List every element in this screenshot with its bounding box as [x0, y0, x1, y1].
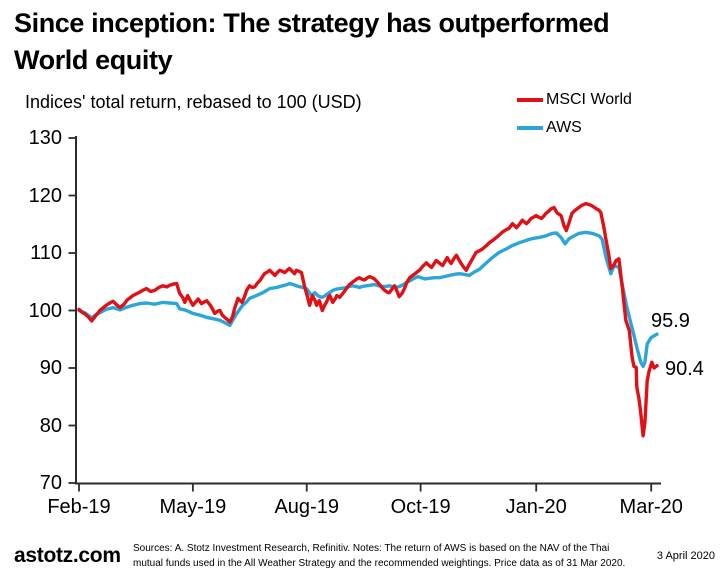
footer-sources-line-1: Sources: A. Stotz Investment Research, R… [133, 543, 610, 554]
page-title: Since inception: The strategy has outper… [14, 5, 720, 79]
x-axis-tick-label: Feb-19 [47, 496, 111, 518]
y-axis-tick-label: 110 [30, 242, 62, 264]
y-axis-tick-label: 120 [28, 184, 62, 207]
legend-label-aws: AWS [546, 119, 582, 136]
aws-line [77, 230, 659, 368]
chart-subtitle: Indices' total return, rebased to 100 (U… [25, 92, 362, 112]
x-axis-tick-label: Mar-20 [619, 496, 683, 518]
footer-date: 3 April 2020 [656, 550, 715, 562]
x-axis-tick-label: Jan-20 [505, 496, 567, 518]
y-axis-tick-label: 90 [39, 357, 62, 379]
msci-world-line-swatch-icon [517, 98, 543, 102]
page-title-line-1: Since inception: The strategy has outper… [14, 8, 610, 38]
msci-world-end-value-label: 90.4 [665, 358, 704, 380]
y-axis-tick-label: 100 [28, 299, 62, 322]
brand-logo: astotz.com [14, 544, 121, 567]
aws-line-swatch-icon [517, 126, 543, 130]
footer-sources-note: Sources: A. Stotz Investment Research, R… [133, 542, 673, 571]
legend-label-msci-world: MSCI World [546, 91, 632, 108]
legend-item-aws: AWS [517, 118, 582, 138]
footer-sources-line-2: mutual funds used in the All Weather Str… [133, 557, 626, 569]
y-axis-tick-label: 130 [28, 127, 62, 149]
x-axis-tick-label: May-19 [159, 496, 227, 518]
x-axis-tick-label: Aug-19 [274, 496, 339, 518]
y-axis-tick-label: 80 [39, 414, 62, 437]
x-axis-tick-label: Oct-19 [390, 496, 451, 518]
page-title-line-2: World equity [14, 45, 173, 75]
legend-item-msci-world: MSCI World [517, 90, 632, 110]
msci-world-line [77, 201, 659, 438]
y-axis-tick-label: 70 [39, 472, 62, 494]
aws-end-value-label: 95.9 [651, 310, 690, 332]
